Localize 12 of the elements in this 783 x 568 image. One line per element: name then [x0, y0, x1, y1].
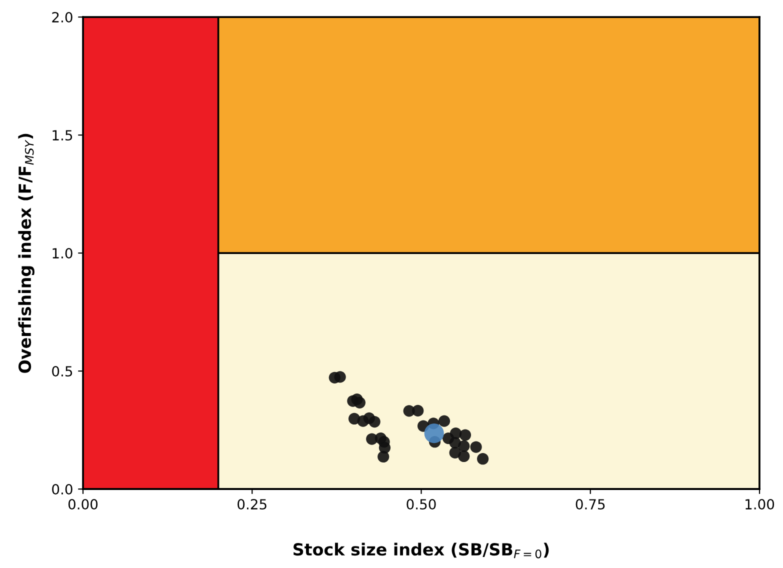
x-tick-label: 0.50: [406, 499, 436, 510]
y-axis-title: Overfishing index (F/F$_{MSY}$): [18, 134, 34, 373]
x-tick-label: 0.00: [68, 499, 98, 510]
y-tick-label: 1.5: [52, 130, 72, 141]
x-axis-title: Stock size index (SB/SB$_{F=0}$): [294, 542, 549, 558]
y-tick-label: 2.0: [52, 12, 72, 23]
y-tick-label: 0.0: [52, 484, 72, 495]
x-tick-label: 0.75: [576, 499, 605, 510]
y-tick-label: 1.0: [52, 248, 72, 259]
y-tick-label: 0.5: [52, 366, 72, 377]
x-tick-label: 0.25: [238, 499, 266, 510]
x-tick-label: 1.00: [746, 499, 774, 510]
